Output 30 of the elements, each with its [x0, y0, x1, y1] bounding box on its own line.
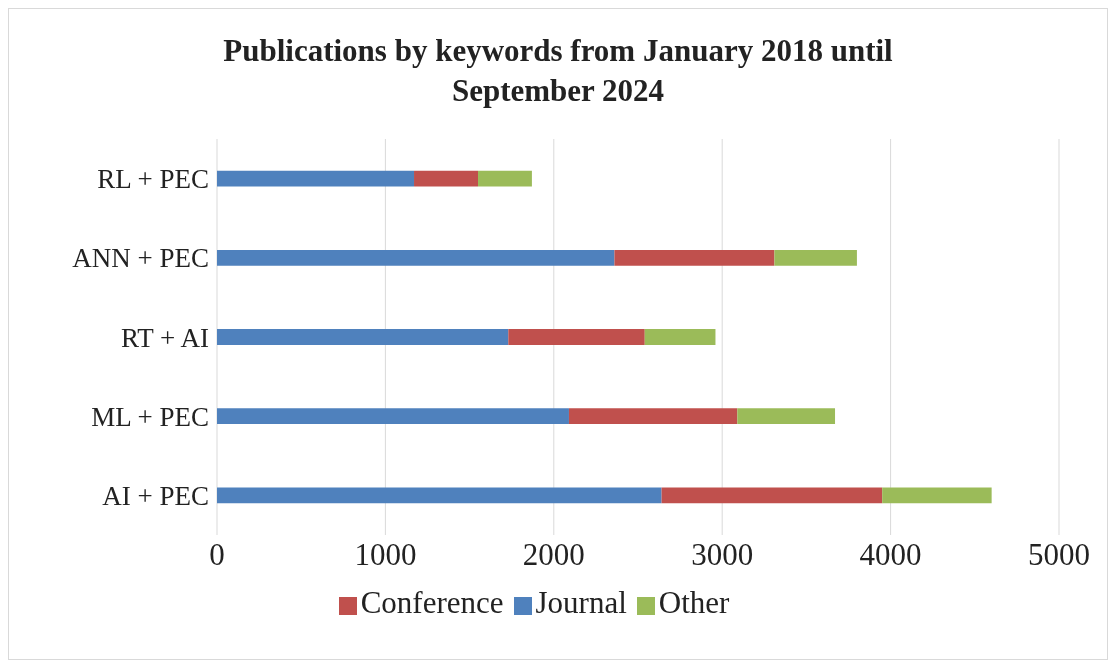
legend-label: Other [658, 585, 730, 620]
bar [882, 487, 992, 504]
x-tick-label: 5000 [1028, 537, 1090, 573]
x-tick-label: 3000 [691, 537, 754, 573]
x-tick-label: 4000 [859, 537, 922, 573]
y-tick-label: RT + AI [120, 322, 209, 353]
bar [568, 408, 738, 425]
bar [217, 170, 415, 187]
chart-title: Publications by keywords from January 2018 until September 2024 [222, 32, 894, 110]
bar [414, 170, 479, 187]
bar [661, 487, 883, 504]
bar [508, 329, 645, 345]
bar [478, 170, 532, 187]
bar [217, 487, 662, 504]
x-tick-label: 1000 [354, 537, 417, 573]
bar [217, 249, 615, 266]
bar [614, 249, 775, 266]
x-tick-label: 0 [209, 537, 225, 573]
legend-label: Journal [535, 585, 627, 620]
y-tick-label: AI + PEC [102, 480, 209, 511]
bar [774, 249, 857, 266]
x-tick-label: 2000 [522, 537, 585, 573]
bar [737, 408, 836, 425]
y-tick-label: ML + PEC [91, 401, 209, 432]
y-tick-label: RL + PEC [97, 164, 209, 195]
bar [644, 329, 716, 345]
y-tick-label: ANN + PEC [72, 243, 209, 274]
bar [217, 408, 569, 425]
legend-label: Conference [360, 585, 504, 620]
bar [217, 329, 509, 345]
